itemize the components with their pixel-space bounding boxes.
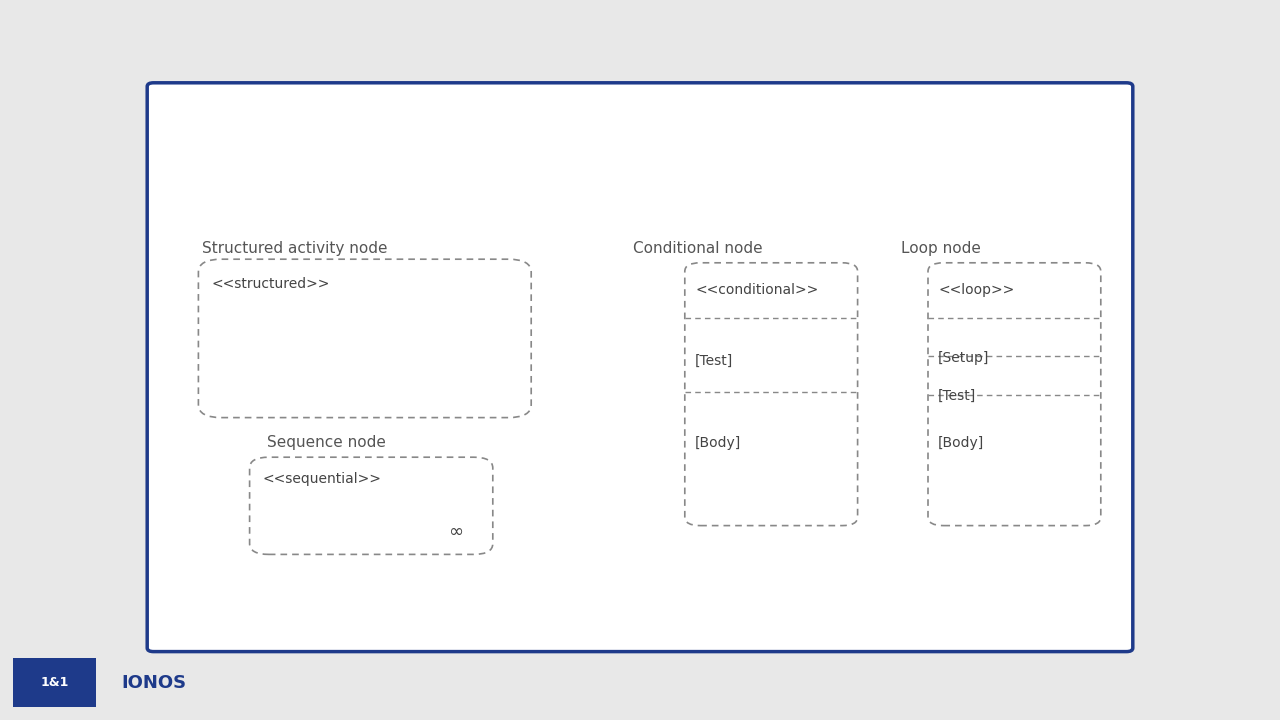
Text: IONOS: IONOS [122,674,187,691]
Text: <<sequential>>: <<sequential>> [262,472,381,485]
FancyBboxPatch shape [928,263,1101,526]
Text: <<conditional>>: <<conditional>> [695,283,818,297]
Text: Sequence node: Sequence node [268,435,385,450]
Text: Conditional node: Conditional node [632,240,763,256]
Text: [Body]: [Body] [938,436,984,449]
Text: 1&1: 1&1 [40,676,69,689]
Text: [Body]: [Body] [695,436,741,449]
FancyBboxPatch shape [198,259,531,418]
Text: [Test]: [Test] [695,354,733,368]
Text: Structured activity node: Structured activity node [202,240,387,256]
Text: [Test]: [Test] [938,389,977,402]
Text: ∞: ∞ [448,523,463,541]
FancyBboxPatch shape [250,457,493,554]
FancyBboxPatch shape [13,658,96,707]
FancyBboxPatch shape [685,263,858,526]
Text: Loop node: Loop node [901,240,980,256]
Text: <<structured>>: <<structured>> [211,277,329,291]
FancyBboxPatch shape [147,83,1133,652]
Text: [Setup]: [Setup] [938,351,989,364]
Text: <<loop>>: <<loop>> [938,283,1015,297]
